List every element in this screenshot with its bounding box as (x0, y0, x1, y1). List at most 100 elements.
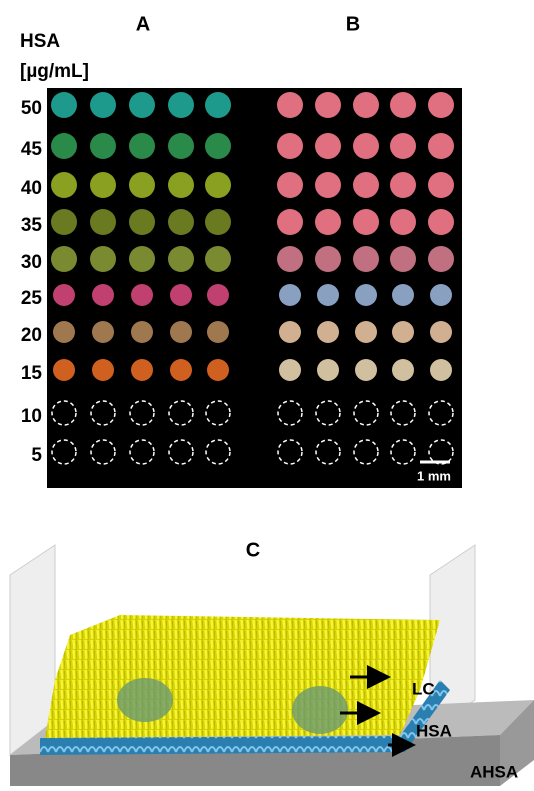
spot (90, 209, 116, 235)
spot (353, 246, 379, 272)
figure: A B HSA [µg/mL] 1 mm C LC HSA AHSA 50 45 4… (0, 0, 534, 786)
spot (390, 209, 416, 235)
spot (428, 133, 454, 159)
spot (92, 284, 114, 306)
spot (392, 359, 414, 381)
spot (315, 209, 341, 235)
axis-title: HSA (20, 31, 60, 52)
spot (279, 284, 301, 306)
spot (53, 321, 75, 343)
spot (90, 133, 116, 159)
spot (390, 246, 416, 272)
spot (53, 359, 75, 381)
spot (92, 321, 114, 343)
spot (170, 284, 192, 306)
spot (428, 92, 454, 118)
spot (90, 172, 116, 198)
spot (51, 92, 77, 118)
spot (392, 284, 414, 306)
spot (392, 321, 414, 343)
spot (428, 246, 454, 272)
spot (90, 92, 116, 118)
spot (170, 321, 192, 343)
spot (207, 321, 229, 343)
spot (51, 172, 77, 198)
spot (430, 321, 452, 343)
spot (317, 284, 339, 306)
scale-label: 1 mm (417, 468, 451, 483)
spot (168, 246, 194, 272)
row-label: 25 (21, 288, 43, 309)
spot (277, 209, 303, 235)
spot (131, 284, 153, 306)
spot (168, 92, 194, 118)
spot (315, 172, 341, 198)
spot (205, 172, 231, 198)
spot (129, 172, 155, 198)
row-label: 15 (21, 363, 43, 384)
spot (131, 321, 153, 343)
row-label: 10 (21, 406, 42, 427)
panel-label: C (246, 539, 260, 561)
axis-title: [µg/mL] (20, 61, 89, 82)
spot (390, 172, 416, 198)
protein (117, 678, 173, 722)
spot (428, 209, 454, 235)
spot (430, 284, 452, 306)
spot (92, 359, 114, 381)
protein (292, 686, 348, 734)
spot (51, 246, 77, 272)
spot (315, 92, 341, 118)
spot (277, 92, 303, 118)
diagram-label: AHSA (470, 762, 518, 781)
spot (390, 133, 416, 159)
spot (317, 359, 339, 381)
spot (205, 92, 231, 118)
spot (51, 209, 77, 235)
spot (428, 172, 454, 198)
panel-label: A (136, 13, 150, 35)
spot (168, 172, 194, 198)
spot (205, 133, 231, 159)
row-label: 5 (31, 445, 42, 466)
spot (355, 359, 377, 381)
row-label: 20 (21, 325, 42, 346)
spot (205, 246, 231, 272)
row-label: 45 (21, 139, 43, 160)
spot (131, 359, 153, 381)
spot (207, 284, 229, 306)
spot (129, 209, 155, 235)
spot (207, 359, 229, 381)
spot (205, 209, 231, 235)
spot (277, 133, 303, 159)
spot (170, 359, 192, 381)
spot (317, 321, 339, 343)
spot (353, 172, 379, 198)
spot (353, 209, 379, 235)
spot (51, 133, 77, 159)
spot (355, 321, 377, 343)
spot (430, 359, 452, 381)
spot (315, 133, 341, 159)
spot (353, 92, 379, 118)
row-label: 35 (21, 215, 43, 236)
row-label: 30 (21, 252, 42, 273)
diagram-label: LC (412, 679, 435, 698)
row-label: 40 (21, 178, 42, 199)
spot (277, 246, 303, 272)
spot (168, 209, 194, 235)
spot (279, 359, 301, 381)
diagram (10, 545, 534, 786)
spot (129, 246, 155, 272)
spot (353, 133, 379, 159)
spot (315, 246, 341, 272)
panel-label: B (346, 13, 360, 35)
spot (53, 284, 75, 306)
spot (355, 284, 377, 306)
spot (168, 133, 194, 159)
spot (90, 246, 116, 272)
spot (390, 92, 416, 118)
spot (129, 133, 155, 159)
diagram-label: HSA (416, 721, 452, 740)
row-label: 50 (21, 98, 42, 119)
